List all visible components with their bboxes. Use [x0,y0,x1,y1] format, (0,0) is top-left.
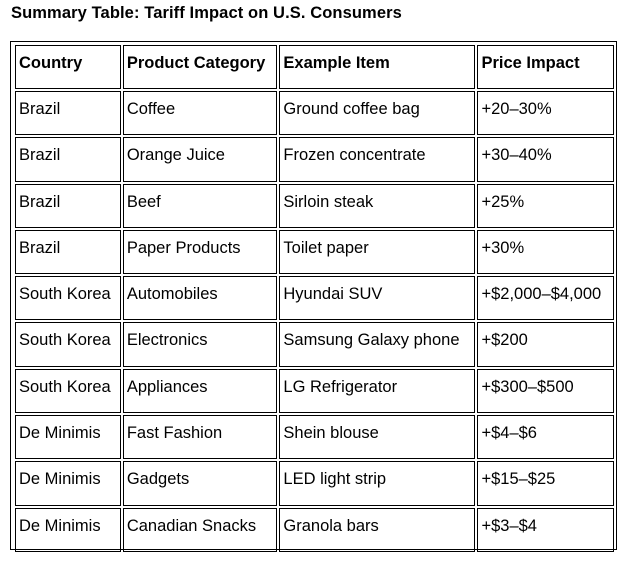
header-price-impact: Price Impact [477,45,614,89]
cell-example-item: Toilet paper [279,229,476,275]
cell-country: South Korea [15,276,121,321]
cell-product-category: Fast Fashion [122,415,278,460]
cell-example-item: Samsung Galaxy phone [279,322,476,367]
table-row: De Minimis Canadian Snacks Granola bars … [15,507,614,552]
cell-example-item: Frozen concentrate [279,137,476,182]
header-country: Country [15,45,121,89]
cell-country: Brazil [15,183,121,228]
cell-price-impact: +30–40% [477,137,614,182]
table-row: South Korea Appliances LG Refrigerator +… [15,368,614,414]
cell-product-category: Paper Products [122,229,278,275]
table-header-row: Country Product Category Example Item Pr… [15,45,614,89]
cell-product-category: Orange Juice [122,137,278,182]
page-title: Summary Table: Tariff Impact on U.S. Con… [11,4,402,22]
cell-price-impact: +$200 [477,322,614,367]
table-row: Brazil Paper Products Toilet paper +30% [15,229,614,275]
cell-example-item: Hyundai SUV [279,276,476,321]
cell-example-item: Sirloin steak [279,183,476,228]
summary-table-frame: Country Product Category Example Item Pr… [10,41,617,552]
table-row: South Korea Electronics Samsung Galaxy p… [15,322,614,367]
header-example-item: Example Item [279,45,476,89]
cell-price-impact: +$4–$6 [477,415,614,460]
table-row: South Korea Automobiles Hyundai SUV +$2,… [15,276,614,321]
header-product-category: Product Category [122,45,278,89]
cell-price-impact: +$300–$500 [477,368,614,414]
cell-product-category: Canadian Snacks [122,507,278,552]
cell-country: South Korea [15,322,121,367]
summary-table: Country Product Category Example Item Pr… [13,43,616,554]
cell-price-impact: +$2,000–$4,000 [477,276,614,321]
cell-price-impact: +20–30% [477,91,614,136]
cell-product-category: Electronics [122,322,278,367]
cell-example-item: Granola bars [279,507,476,552]
cell-country: South Korea [15,368,121,414]
cell-country: Brazil [15,137,121,182]
cell-price-impact: +30% [477,229,614,275]
cell-price-impact: +$3–$4 [477,507,614,552]
cell-product-category: Gadgets [122,461,278,506]
table-row: De Minimis Gadgets LED light strip +$15–… [15,461,614,506]
cell-country: De Minimis [15,415,121,460]
cell-country: Brazil [15,229,121,275]
cell-example-item: Ground coffee bag [279,91,476,136]
cell-price-impact: +25% [477,183,614,228]
cell-product-category: Automobiles [122,276,278,321]
cell-example-item: LG Refrigerator [279,368,476,414]
cell-price-impact: +$15–$25 [477,461,614,506]
cell-country: De Minimis [15,461,121,506]
cell-example-item: Shein blouse [279,415,476,460]
cell-country: Brazil [15,91,121,136]
cell-product-category: Beef [122,183,278,228]
cell-product-category: Coffee [122,91,278,136]
cell-example-item: LED light strip [279,461,476,506]
table-row: Brazil Orange Juice Frozen concentrate +… [15,137,614,182]
table-row: Brazil Coffee Ground coffee bag +20–30% [15,91,614,136]
table-row: Brazil Beef Sirloin steak +25% [15,183,614,228]
table-row: De Minimis Fast Fashion Shein blouse +$4… [15,415,614,460]
cell-country: De Minimis [15,507,121,552]
cell-product-category: Appliances [122,368,278,414]
